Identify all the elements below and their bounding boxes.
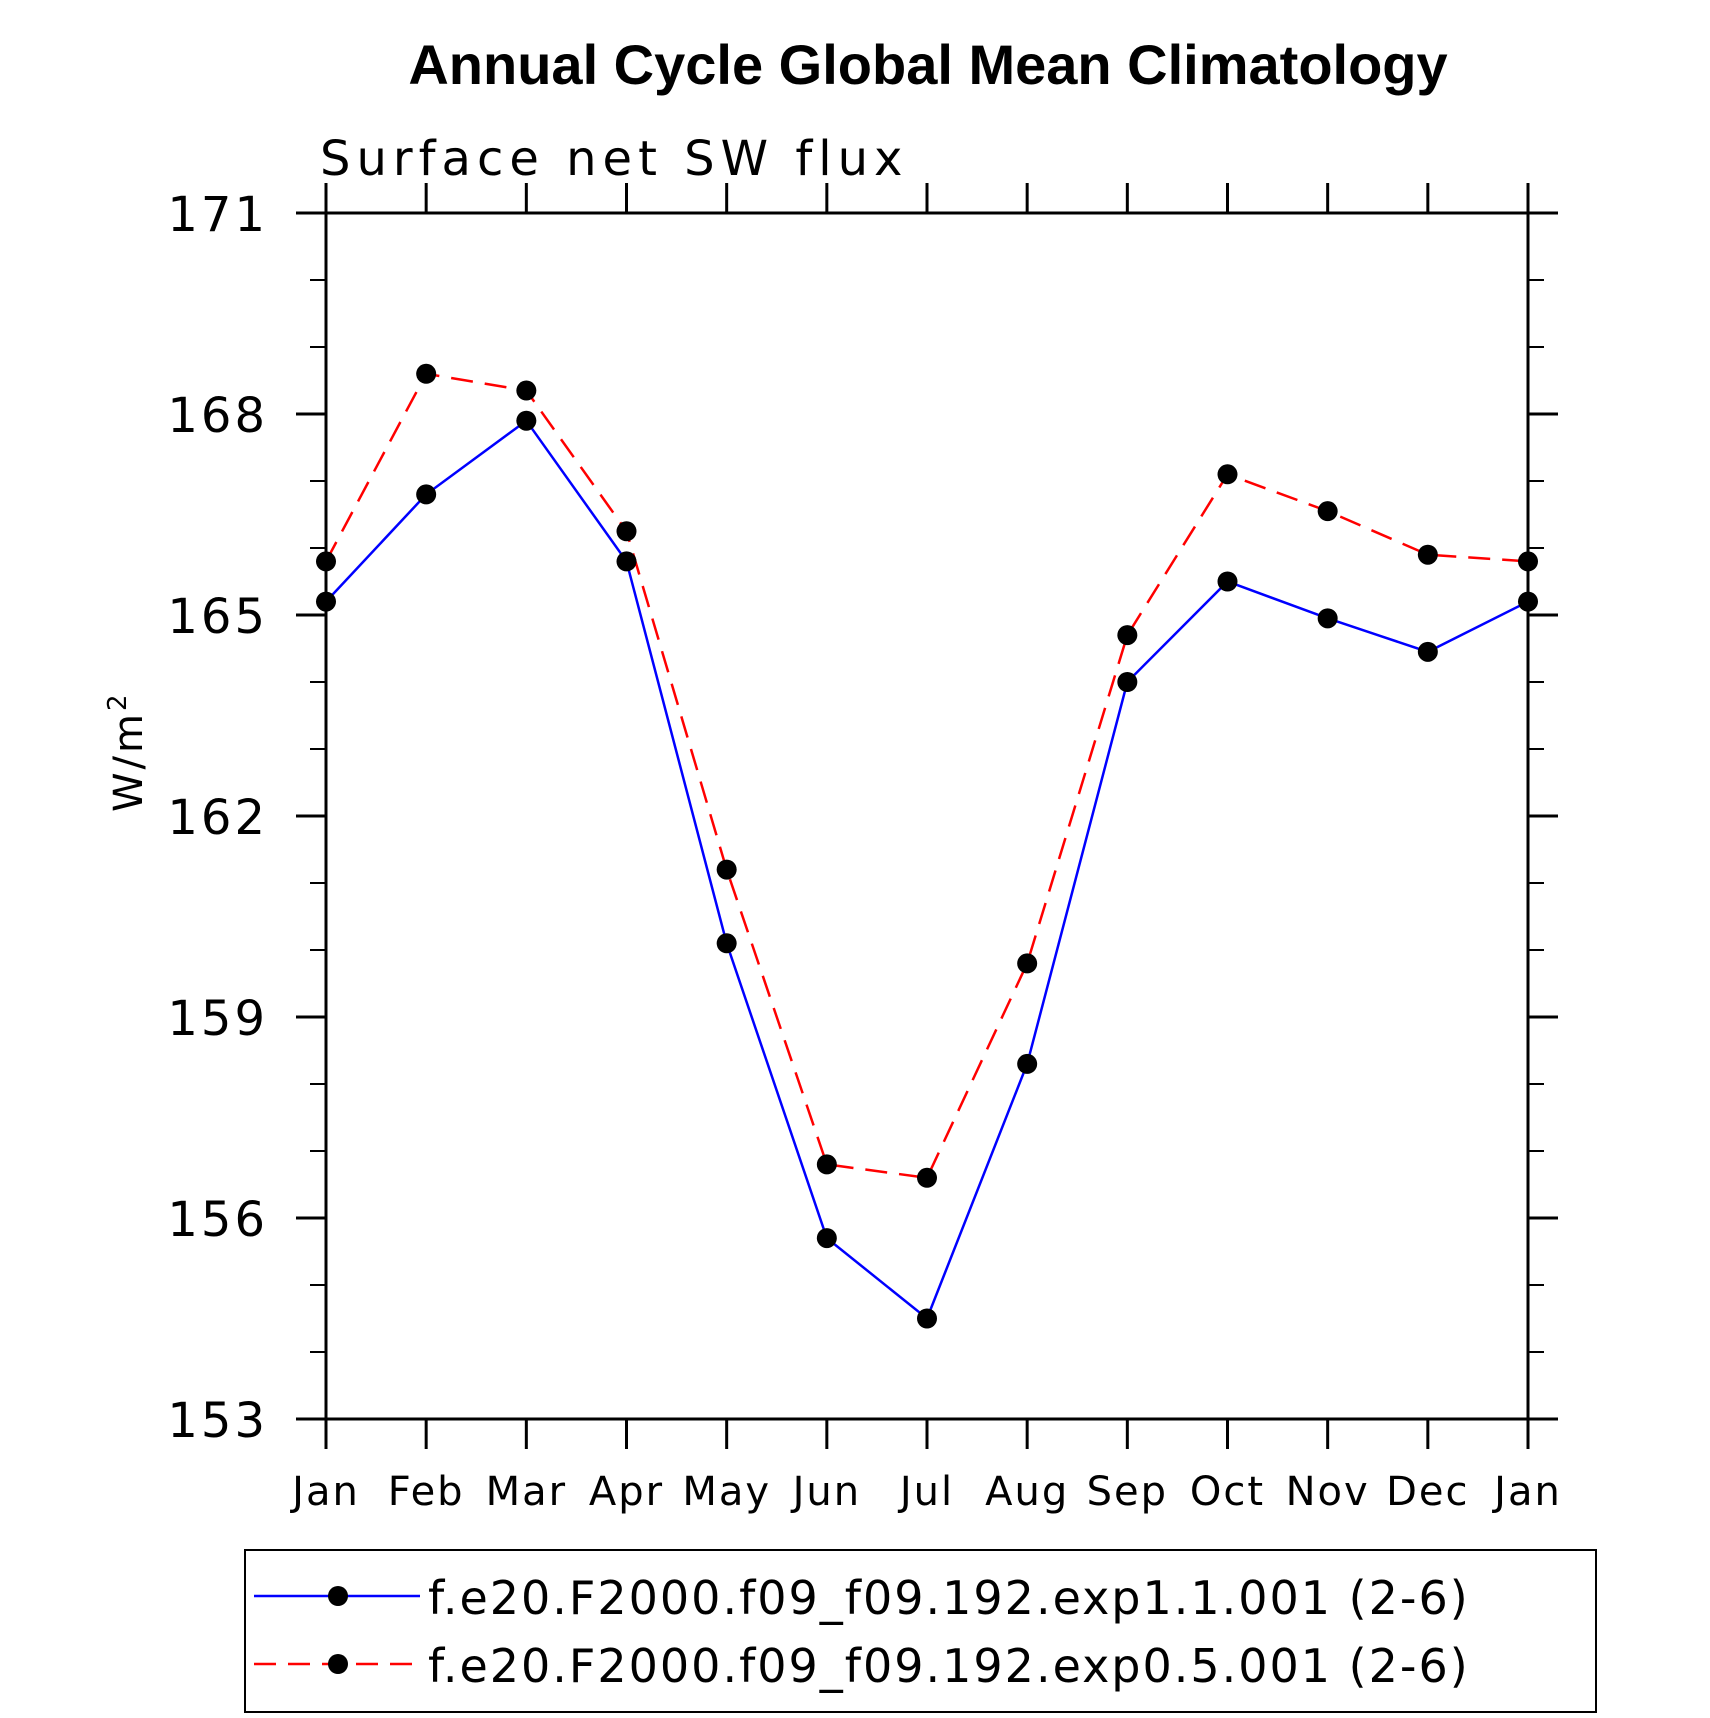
chart-subtitle: Surface net SW flux [320, 131, 908, 187]
legend: f.e20.F2000.f09_f09.192.exp1.1.001 (2-6)… [244, 1549, 1597, 1713]
x-tick-label: Apr [589, 1469, 664, 1515]
data-point [416, 363, 437, 384]
data-point [316, 591, 336, 612]
x-tick-label: Jun [790, 1469, 862, 1515]
data-point [416, 484, 437, 505]
data-point [1417, 641, 1438, 662]
y-tick-label: 159 [167, 991, 268, 1047]
data-point [1017, 953, 1038, 974]
data-point [516, 410, 537, 431]
y-tick-label: 165 [167, 589, 268, 645]
data-point [816, 1228, 837, 1249]
plot-frame [324, 211, 1530, 1421]
data-point [516, 380, 537, 401]
data-point [316, 551, 336, 572]
y-tick-label: 156 [167, 1192, 268, 1248]
y-tick-label: 168 [167, 388, 268, 444]
data-point [1117, 672, 1138, 692]
x-tick-label: Oct [1190, 1469, 1265, 1515]
data-point [1317, 608, 1338, 629]
x-tick-label: Jan [289, 1469, 360, 1515]
data-point [716, 859, 737, 880]
x-tick-label: Jul [897, 1469, 954, 1515]
legend-marker [328, 1586, 348, 1606]
x-tick-label: May [682, 1469, 771, 1515]
y-tick-label: 162 [167, 790, 268, 846]
legend-box [244, 1549, 1597, 1713]
series-line [324, 372, 1529, 1180]
x-tick-label: Jan [1491, 1469, 1562, 1515]
y-axis-label-base: W/m [106, 711, 152, 812]
chart-title: Annual Cycle Global Mean Climatology [408, 33, 1447, 96]
data-point [616, 521, 637, 542]
data-point [1217, 571, 1238, 592]
data-point [1417, 544, 1438, 565]
series-layer [316, 363, 1538, 1329]
data-point [1518, 591, 1538, 612]
data-point [1117, 625, 1138, 646]
data-point [917, 1308, 937, 1329]
y-axis-label: W/m2 [103, 691, 152, 812]
x-tick-label: Aug [985, 1469, 1069, 1515]
data-point [1217, 464, 1238, 485]
data-point [1518, 551, 1538, 572]
y-tick-label: 171 [167, 187, 268, 243]
x-tick-label: Sep [1087, 1469, 1168, 1515]
data-point [716, 933, 737, 954]
legend-marker [328, 1654, 348, 1674]
x-tick-label: Feb [388, 1469, 465, 1515]
x-tick-label: Dec [1386, 1469, 1469, 1515]
x-tick-label: Mar [486, 1469, 567, 1515]
data-point [816, 1154, 837, 1175]
y-axis-label-superscript: 2 [103, 691, 133, 711]
data-point [616, 551, 637, 572]
legend-label: f.e20.F2000.f09_f09.192.exp1.1.001 (2-6) [428, 1571, 1470, 1625]
data-point [1317, 501, 1338, 522]
x-tick-label: Nov [1286, 1469, 1370, 1515]
data-point [1017, 1053, 1038, 1074]
plot-axes: Jan Feb Mar Apr May Jun Jul Aug Sep Oct Nov Dec Jan 1… [167, 183, 1562, 1515]
data-point [917, 1167, 937, 1188]
legend-label: f.e20.F2000.f09_f09.192.exp0.5.001 (2-6) [428, 1639, 1470, 1693]
y-tick-label: 153 [167, 1393, 268, 1449]
